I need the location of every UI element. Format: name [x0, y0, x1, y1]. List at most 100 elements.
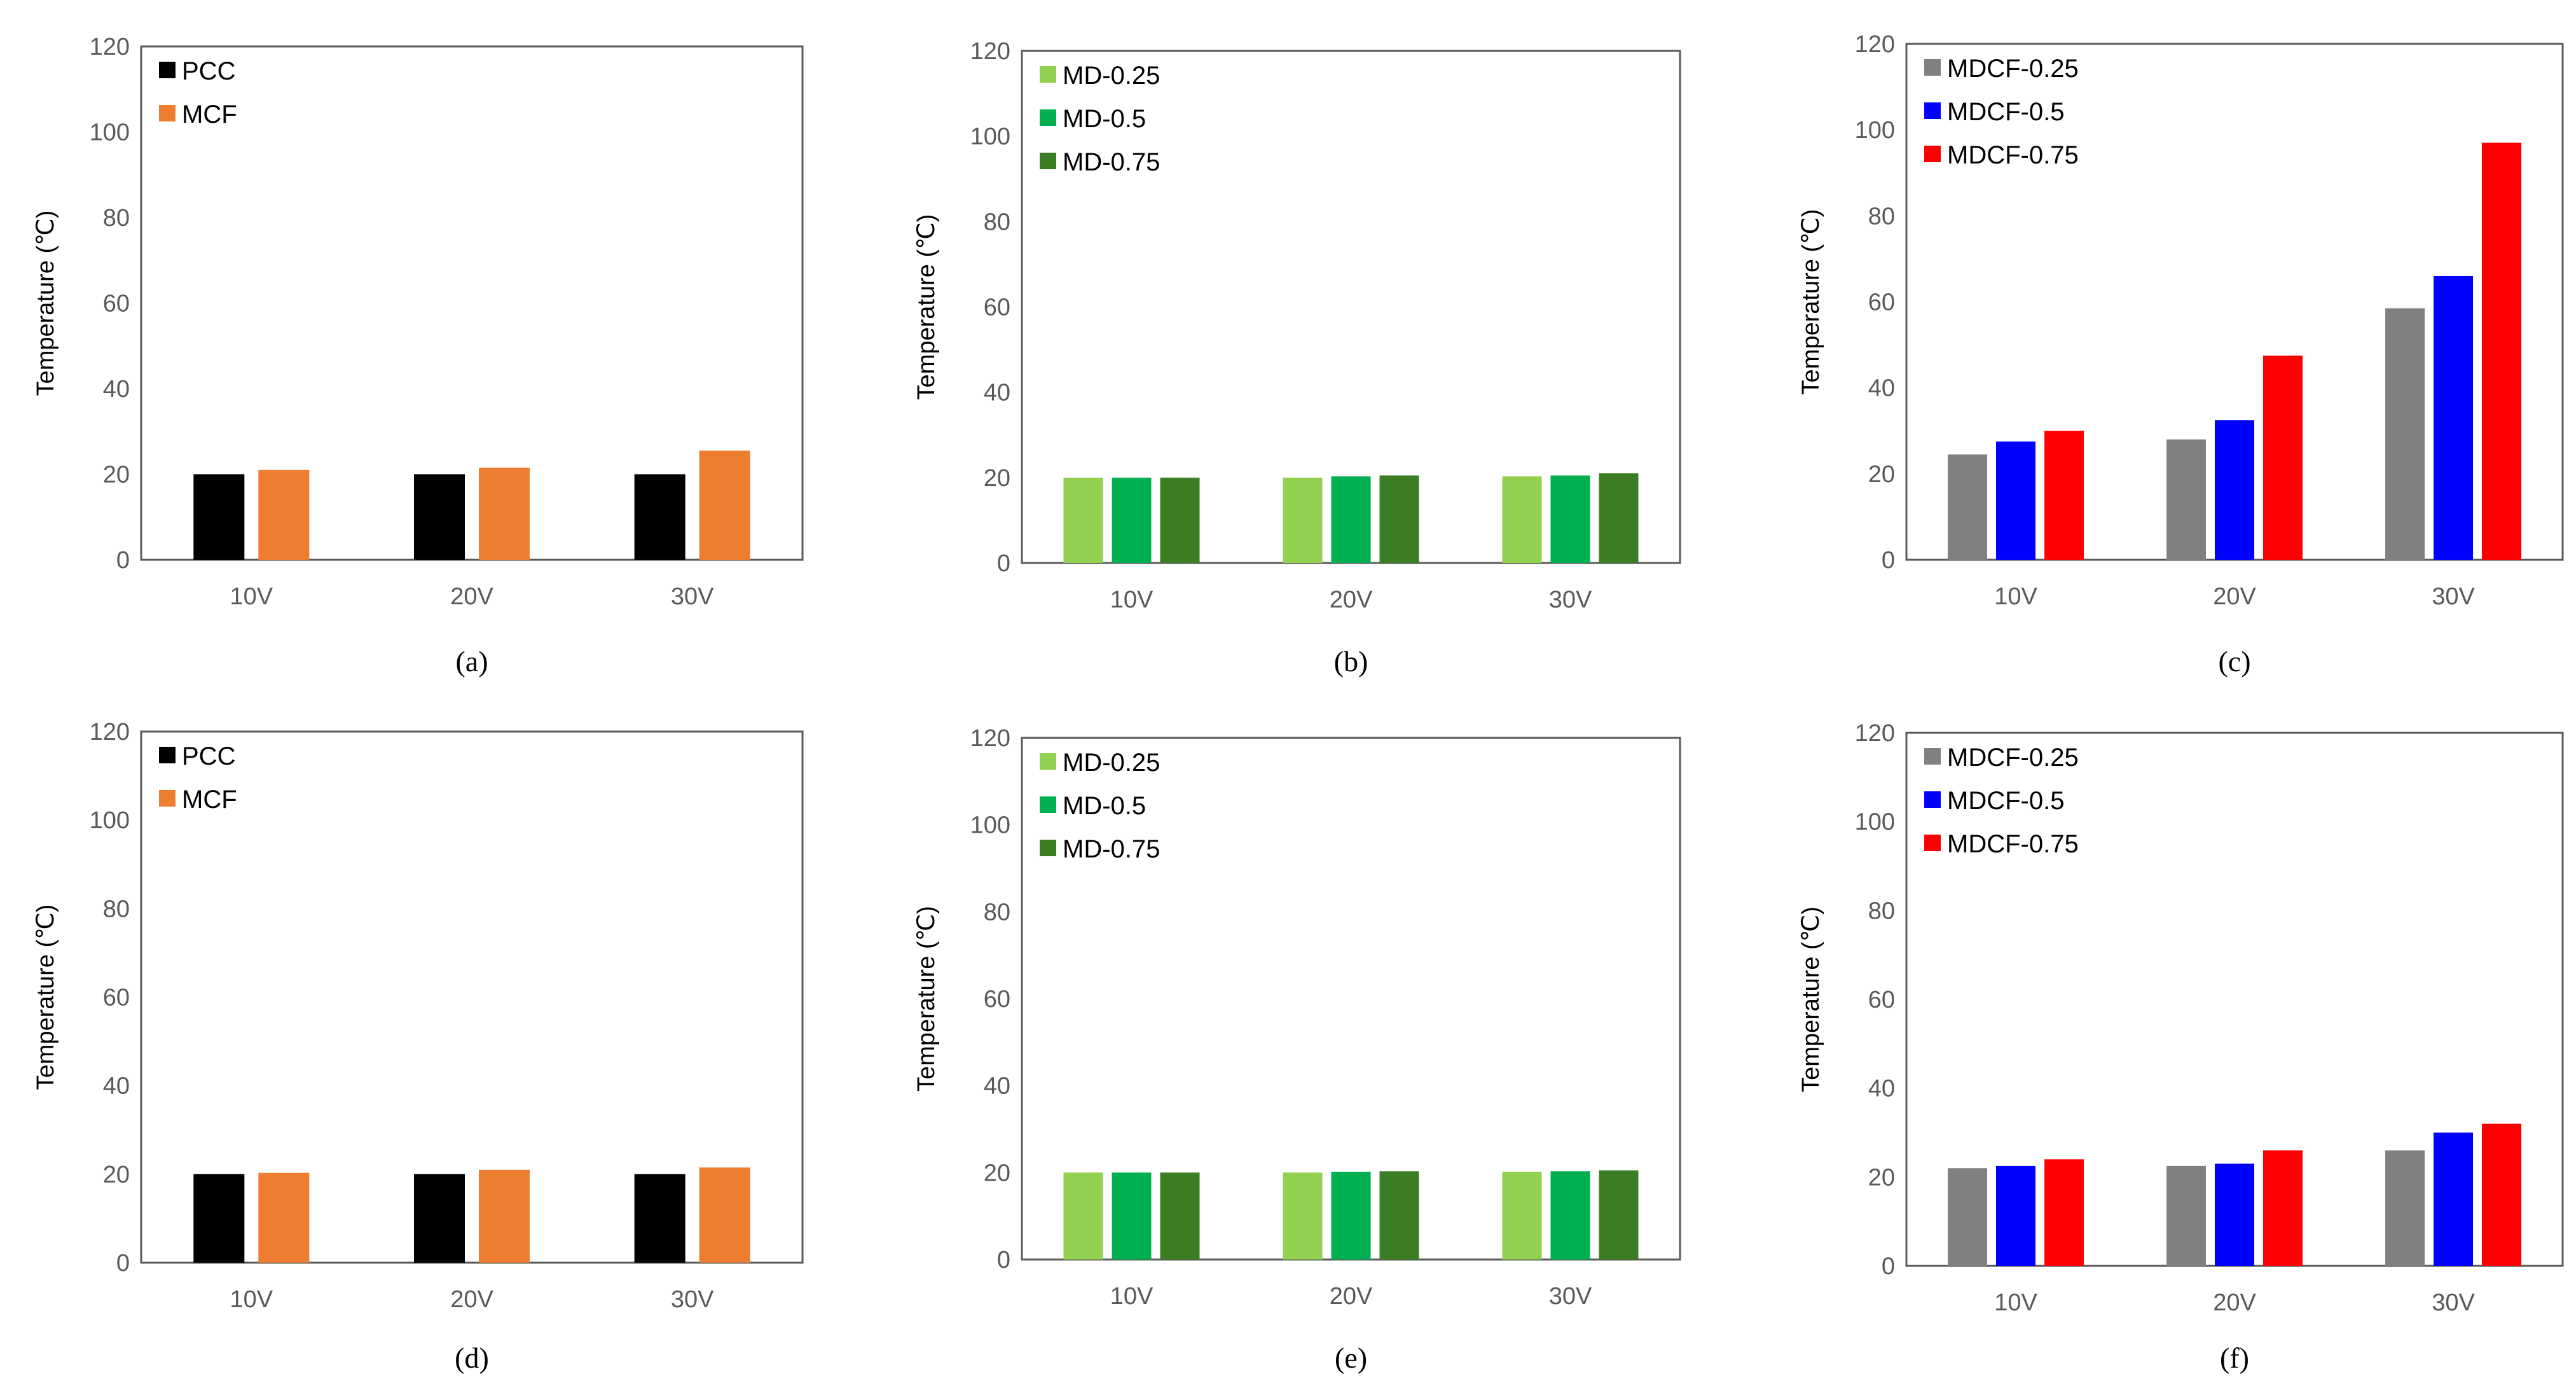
legend-swatch	[159, 105, 176, 121]
y-tick-label: 40	[984, 1073, 1010, 1100]
bar-md-0-5-30v	[1550, 1171, 1590, 1260]
legend-swatch	[159, 62, 176, 78]
y-tick-label: 120	[90, 719, 130, 746]
panel-caption: (d)	[455, 1342, 489, 1374]
bar-mdcf-0-75-10v	[2044, 431, 2084, 560]
y-tick-label: 80	[103, 205, 130, 232]
y-tick-label: 40	[103, 376, 130, 403]
y-tick-label: 80	[984, 899, 1010, 926]
x-tick-label: 30V	[1549, 586, 1592, 613]
bar-mdcf-0-25-20v	[2166, 439, 2206, 560]
bar-mcf-20v	[479, 1169, 530, 1263]
x-tick-label: 20V	[1330, 1283, 1373, 1310]
y-tick-label: 0	[116, 547, 130, 574]
plot-frame	[140, 730, 804, 1264]
x-tick-label: 30V	[2432, 1289, 2475, 1316]
y-tick-label: 40	[984, 380, 1010, 406]
bar-mdcf-0-25-10v	[1948, 454, 1987, 560]
y-tick-label: 40	[1868, 375, 1895, 402]
panel-caption: (f)	[2220, 1342, 2249, 1374]
legend-swatch	[159, 790, 176, 807]
bar-md-0-5-20v	[1331, 1171, 1371, 1260]
legend-label: MDCF-0.5	[1947, 98, 2064, 126]
bar-md-0-25-20v	[1283, 1172, 1323, 1260]
legend-label: MD-0.25	[1063, 749, 1160, 777]
chart-panel-a: 0 20 40 60 80 100 120 Temperature (℃) 10V 20V 30V P…	[32, 34, 804, 677]
bar-md-0-25-30v	[1502, 476, 1542, 563]
bar-md-0-25-20v	[1283, 477, 1323, 563]
chart-panel-d: 0 20 40 60 80 100 120 Temperature (℃) 10V 20V 30V P…	[32, 719, 804, 1374]
x-tick-label: 10V	[1994, 1289, 2037, 1316]
y-axis-label: Temperature (℃)	[1798, 209, 1824, 395]
bar-pcc-20v	[414, 1174, 465, 1263]
y-tick-label: 120	[90, 34, 130, 60]
y-tick-label: 20	[103, 1162, 130, 1188]
chart-panel-e: 0 20 40 60 80 100 120 Temperature (℃) 10V 20V 30V M…	[913, 725, 1681, 1374]
legend-swatch	[1040, 753, 1056, 770]
legend-label: MDCF-0.5	[1947, 787, 2064, 815]
bar-mdcf-0-25-20v	[2166, 1165, 2206, 1266]
bar-pcc-10v	[193, 474, 245, 560]
legend-label: MCF	[182, 786, 237, 814]
y-tick-label: 20	[984, 465, 1010, 492]
legend-label: MDCF-0.75	[1947, 830, 2079, 858]
chart-panel-f: 0 20 40 60 80 100 120 Temperature (℃) 10V 20V 30V M…	[1798, 720, 2564, 1374]
legend-swatch	[1924, 102, 1941, 119]
x-tick-label: 30V	[1549, 1283, 1592, 1310]
y-tick-label: 120	[1855, 31, 1895, 58]
y-tick-label: 80	[103, 896, 130, 922]
bar-md-0-75-10v	[1160, 477, 1200, 563]
bar-mcf-20v	[479, 468, 530, 560]
bar-md-0-5-10v	[1112, 1172, 1152, 1260]
y-tick-label: 80	[1868, 203, 1895, 230]
legend-label: MDCF-0.75	[1947, 141, 2079, 169]
bar-md-0-5-30v	[1550, 475, 1590, 563]
legend-swatch	[1040, 109, 1056, 126]
y-tick-label: 120	[1855, 720, 1895, 747]
x-tick-label: 20V	[450, 583, 493, 610]
legend-swatch	[1040, 66, 1056, 83]
y-tick-label: 100	[90, 120, 130, 146]
legend-swatch	[159, 747, 176, 763]
y-tick-label: 100	[90, 807, 130, 834]
x-tick-label: 20V	[2213, 1289, 2256, 1316]
bar-mdcf-0-5-20v	[2215, 1163, 2254, 1266]
bar-pcc-20v	[414, 474, 465, 560]
panel-caption: (b)	[1334, 645, 1368, 677]
x-tick-label: 30V	[671, 583, 714, 610]
y-tick-label: 80	[1868, 898, 1895, 924]
plot-frame	[140, 45, 804, 561]
y-tick-label: 40	[1868, 1076, 1895, 1102]
legend-label: MD-0.5	[1063, 792, 1146, 820]
legend-swatch	[1924, 748, 1941, 765]
bar-md-0-75-20v	[1379, 475, 1419, 563]
bar-mcf-30v	[699, 450, 750, 560]
bar-mdcf-0-5-10v	[1996, 1165, 2035, 1266]
bar-mdcf-0-75-10v	[2044, 1159, 2084, 1266]
bar-pcc-10v	[193, 1174, 245, 1263]
legend-swatch	[1040, 796, 1056, 813]
bar-md-0-75-30v	[1599, 473, 1639, 563]
panel-caption: (e)	[1335, 1342, 1367, 1374]
panel-caption: (c)	[2218, 645, 2250, 677]
bar-md-0-25-10v	[1063, 477, 1103, 563]
legend-swatch	[1924, 146, 1941, 162]
y-tick-label: 60	[1868, 289, 1895, 316]
y-axis-label: Temperature (℃)	[913, 906, 940, 1092]
bar-md-0-25-30v	[1502, 1171, 1542, 1260]
bar-mdcf-0-75-30v	[2482, 1123, 2521, 1266]
bar-mcf-30v	[699, 1167, 750, 1263]
x-tick-label: 10V	[230, 1286, 273, 1313]
y-tick-label: 100	[970, 123, 1010, 150]
legend-label: PCC	[182, 742, 235, 770]
legend-swatch	[1924, 59, 1941, 76]
x-tick-label: 10V	[1110, 1283, 1154, 1310]
panel-caption: (a)	[455, 645, 488, 677]
bar-mdcf-0-25-30v	[2385, 1150, 2425, 1266]
x-tick-label: 10V	[230, 583, 273, 610]
y-tick-label: 0	[116, 1250, 130, 1277]
bar-mdcf-0-25-10v	[1948, 1168, 1987, 1266]
y-tick-label: 0	[997, 1247, 1010, 1273]
